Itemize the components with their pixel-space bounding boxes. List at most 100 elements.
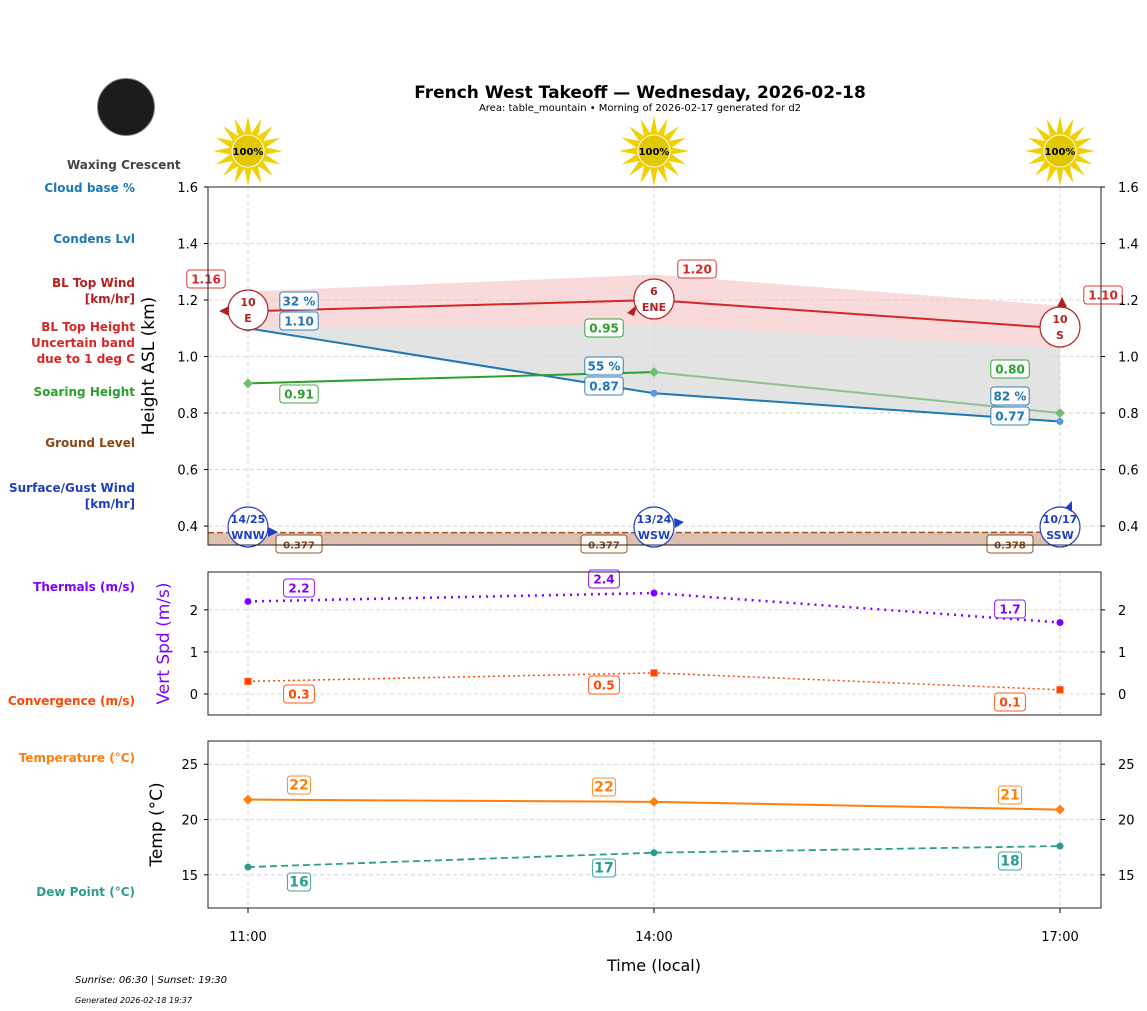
y-tick-label: 1.2 [177, 294, 198, 309]
side-label: BL Top Height Uncertain band due to 1 deg … [31, 320, 135, 366]
chart-subtitle: Area: table_mountain • Morning of 2026-0… [478, 103, 802, 114]
y-axis-label: Height ASL (km) [139, 297, 159, 436]
y-tick-label-right: 1.2 [1118, 294, 1139, 309]
thermals-label-box [588, 569, 620, 589]
convergence-label-box [994, 692, 1026, 712]
soaring-point [243, 378, 253, 389]
temperature-label-box [286, 775, 312, 795]
y-tick-label: 1.6 [177, 181, 198, 196]
dewpoint-line [247, 845, 1061, 868]
sun-percent-label: 100% [639, 147, 670, 158]
y-tick-label: 2 [190, 604, 198, 619]
bl-top-label: 1.20 [682, 263, 712, 277]
bl-top-label-box [186, 269, 226, 289]
bl-wind-arrow [219, 306, 229, 316]
dewpoint-label-box [286, 872, 312, 892]
soaring-point [1055, 408, 1065, 418]
y-tick-label: 0.6 [177, 464, 198, 479]
bl-wind-speed: 10 [1052, 313, 1068, 326]
y-tick-label-right: 0.8 [1118, 407, 1139, 422]
y-tick-label: 0 [190, 688, 198, 703]
convergence-point [244, 677, 252, 685]
dewpoint-point [1056, 842, 1064, 850]
side-label: Ground Level [45, 436, 135, 450]
y-tick-label-right: 1.6 [1118, 181, 1139, 196]
bl-wind-speed: 6 [650, 285, 658, 298]
surface-wind-speed: 10/17 [1043, 513, 1078, 526]
surface-wind-circle [633, 506, 675, 548]
side-label: BL Top Wind [km/hr] [51, 276, 135, 306]
condens-label-box [279, 311, 319, 331]
surface-wind-arrow [1065, 501, 1072, 512]
temperature-label: 21 [1000, 788, 1019, 804]
thermals-point [650, 589, 658, 597]
condens-label-box [990, 406, 1030, 426]
bl-wind-direction: E [244, 312, 252, 325]
cloud-base-pct-label: 82 % [994, 390, 1027, 404]
convergence-point [650, 669, 658, 677]
y-tick-label: 1.4 [177, 238, 198, 253]
convergence-label: 0.3 [288, 688, 309, 702]
dewpoint-label: 18 [1000, 854, 1019, 870]
y-tick-label-right: 20 [1118, 814, 1135, 829]
dewpoint-label-box [591, 858, 617, 878]
sun-disc [1043, 134, 1077, 168]
soaring-label-box [279, 384, 319, 404]
thermals-point [1056, 618, 1064, 626]
side-label: Soaring Height [33, 385, 136, 399]
side-label: Dew Point (°C) [36, 885, 135, 899]
surface-wind-circle [1039, 506, 1081, 548]
sun-percent-label: 100% [233, 147, 264, 158]
condens-label: 0.87 [589, 380, 619, 394]
sun-percent-label: 100% [1045, 147, 1076, 158]
soaring-label: 0.95 [589, 322, 619, 336]
y-tick-label: 15 [181, 869, 198, 884]
y-tick-label-right: 25 [1118, 758, 1135, 773]
thermals-label: 1.7 [999, 603, 1020, 617]
soaring-label-box [990, 359, 1030, 379]
cloud-base-pct-label-box [584, 356, 624, 376]
y-tick-label-right: 0.6 [1118, 464, 1139, 479]
temperature-label: 22 [289, 778, 308, 794]
side-label: Thermals (m/s) [33, 580, 135, 594]
dewpoint-point [650, 849, 658, 857]
sun-disc [231, 134, 265, 168]
ground-label-box [986, 534, 1034, 554]
surface-wind-speed: 14/25 [231, 513, 266, 526]
cloud-base-pct-label-box [279, 291, 319, 311]
y-tick-label-right: 1 [1118, 646, 1126, 661]
surface-wind-arrow [268, 527, 278, 537]
dewpoint-label-box [997, 851, 1023, 871]
bl-top-label: 1.10 [1088, 289, 1118, 303]
y-tick-label-right: 0 [1118, 688, 1126, 703]
x-axis-label: Time (local) [606, 956, 701, 975]
soaring-point [649, 367, 659, 378]
bl-wind-circle [633, 278, 675, 320]
soaring-label: 0.91 [284, 388, 314, 402]
cloud-base-pct-label-box [990, 386, 1030, 406]
temperature-point [1055, 804, 1065, 815]
bl-top-label: 1.16 [191, 273, 221, 287]
chart-title: French West Takeoff — Wednesday, 2026-02… [414, 83, 866, 103]
convergence-label-box [283, 684, 315, 704]
ground-area [208, 532, 1061, 545]
bl-top-label-box [677, 259, 717, 279]
side-label: Convergence (m/s) [7, 694, 135, 708]
temperature-point [243, 794, 253, 805]
ground-label: 0.377 [283, 541, 315, 552]
surface-wind-direction: WNW [231, 529, 264, 542]
bl-wind-direction: ENE [642, 301, 666, 314]
ground-label-box [580, 534, 628, 554]
plot-frame [207, 186, 1102, 546]
y-tick-label: 0.4 [177, 520, 198, 535]
x-tick-label: 17:00 [1041, 930, 1078, 945]
y-tick-label: 0.8 [177, 407, 198, 422]
y-axis-label: Vert Spd (m/s) [154, 582, 174, 704]
soaring-label-box [584, 318, 624, 338]
condens-label: 1.10 [284, 315, 314, 329]
surface-wind-direction: WSW [638, 529, 670, 542]
temperature-label: 22 [594, 780, 613, 796]
thermals-point [244, 597, 252, 605]
bl-top-label-box [1083, 285, 1123, 305]
convergence-label: 0.1 [999, 696, 1020, 710]
